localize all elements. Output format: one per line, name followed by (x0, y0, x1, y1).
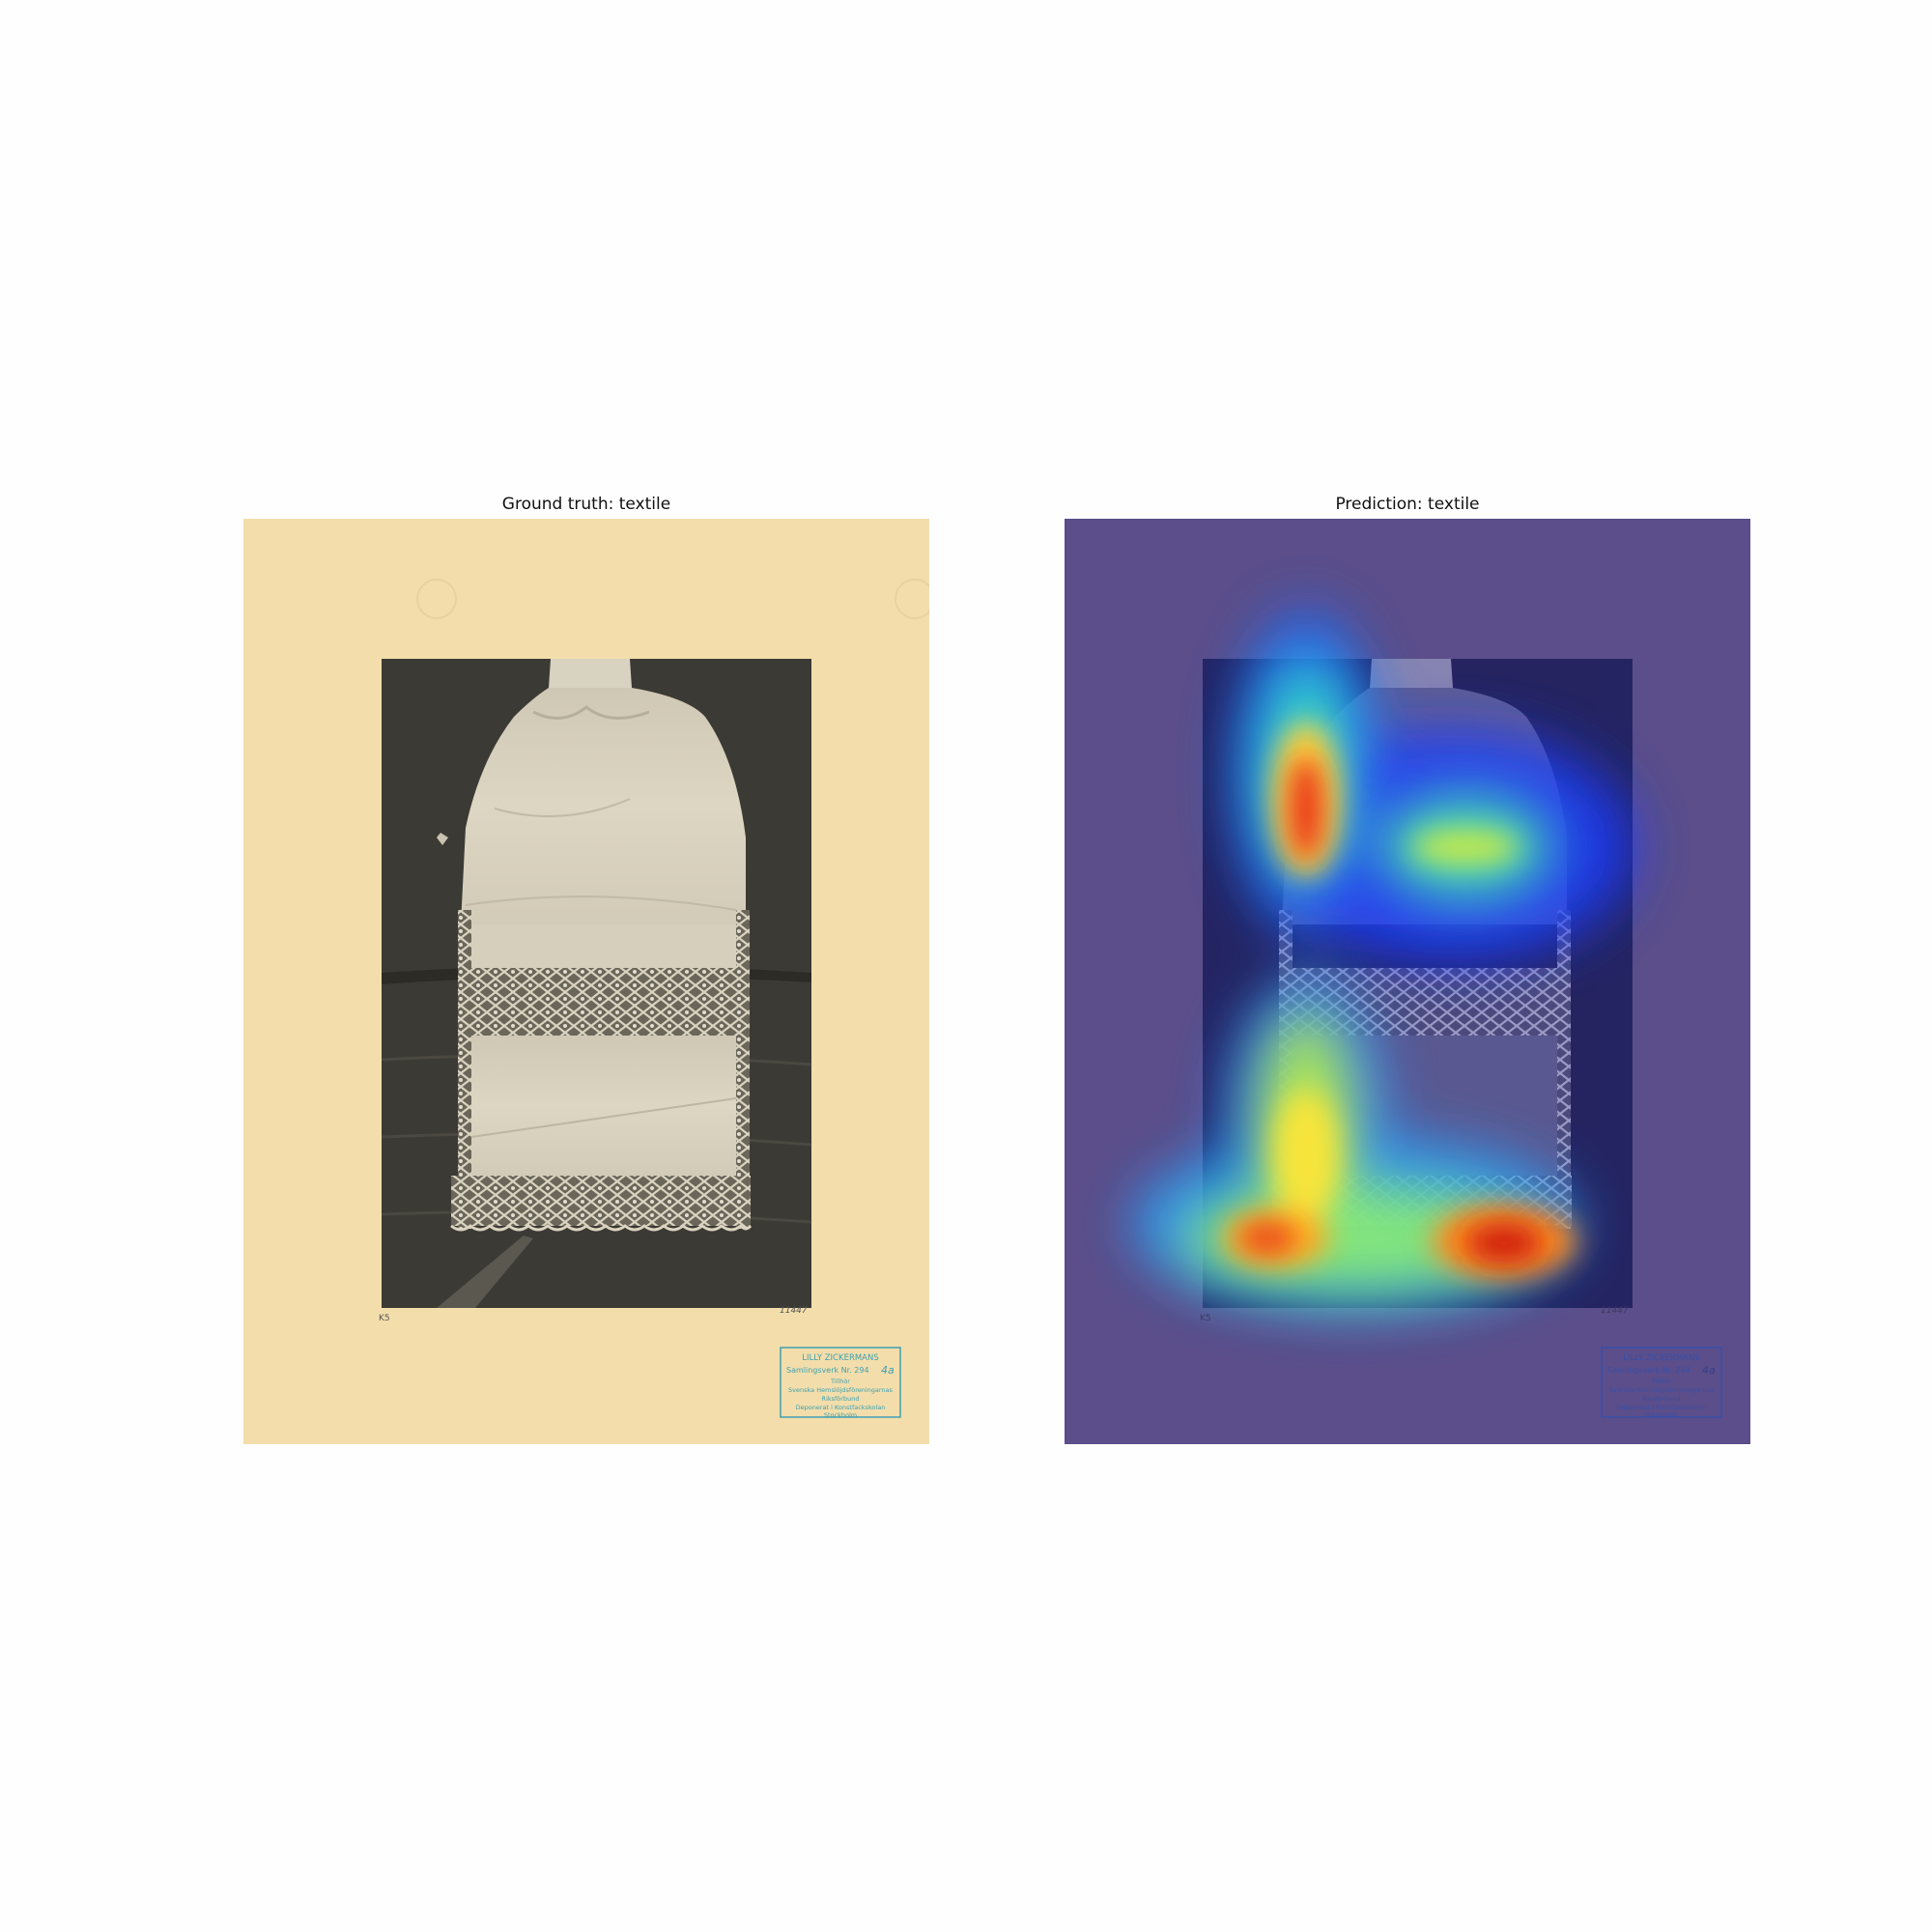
overlay-corner-mark-left: K5 (1200, 1314, 1211, 1323)
svg-text:Deponerat i Konstfackskolan: Deponerat i Konstfackskolan (1617, 1404, 1707, 1411)
svg-text:Deponerat i Konstfackskolan: Deponerat i Konstfackskolan (796, 1404, 886, 1411)
attention-heatmap (1132, 611, 1634, 1311)
ground-truth-image: K5 11447 LILLY ZICKERMANS Samlingsverk N… (243, 519, 929, 1444)
svg-text:Svenska Hemslöjdsföreningarnas: Svenska Hemslöjdsföreningarnas (1609, 1386, 1714, 1394)
left-panel-title: Ground truth: textile (501, 495, 671, 514)
svg-text:Riksförbund: Riksförbund (1643, 1395, 1681, 1403)
right-panel-title: Prediction: textile (1335, 495, 1480, 514)
ground-truth-figure: K5 11447 LILLY ZICKERMANS Samlingsverk N… (243, 519, 929, 1444)
collection-stamp: LILLY ZICKERMANS Samlingsverk Nr. 294 4a… (780, 1347, 901, 1419)
photograph (381, 659, 812, 1308)
svg-text:Samlingsverk Nr. 294: Samlingsverk Nr. 294 (1607, 1366, 1690, 1375)
svg-text:4a: 4a (1702, 1364, 1716, 1377)
svg-text:Svenska Hemslöjdsföreningarnas: Svenska Hemslöjdsföreningarnas (788, 1386, 893, 1394)
photo-corner-mark-left: K5 (379, 1314, 390, 1323)
svg-text:Stockholm: Stockholm (1645, 1411, 1678, 1419)
svg-text:Stockholm: Stockholm (824, 1411, 857, 1419)
svg-text:LILLY ZICKERMANS: LILLY ZICKERMANS (802, 1353, 879, 1363)
photo-corner-mark-right: 11447 (780, 1306, 808, 1316)
overlay-collection-stamp: LILLY ZICKERMANS Samlingsverk Nr. 294 4a… (1601, 1347, 1722, 1419)
prediction-figure: K5 11447 LILLY ZICKERMANS Samlingsverk N… (1065, 519, 1750, 1444)
svg-text:Samlingsverk Nr. 294: Samlingsverk Nr. 294 (786, 1366, 869, 1375)
svg-text:Riksförbund: Riksförbund (822, 1395, 860, 1403)
svg-text:4a: 4a (881, 1364, 895, 1377)
overlay-corner-mark-right: 11447 (1601, 1306, 1629, 1316)
svg-text:Tillhör: Tillhör (1651, 1378, 1671, 1385)
prediction-heatmap-image: K5 11447 LILLY ZICKERMANS Samlingsverk N… (1065, 519, 1750, 1444)
svg-text:LILLY ZICKERMANS: LILLY ZICKERMANS (1623, 1353, 1700, 1363)
svg-text:Tillhör: Tillhör (830, 1378, 850, 1385)
